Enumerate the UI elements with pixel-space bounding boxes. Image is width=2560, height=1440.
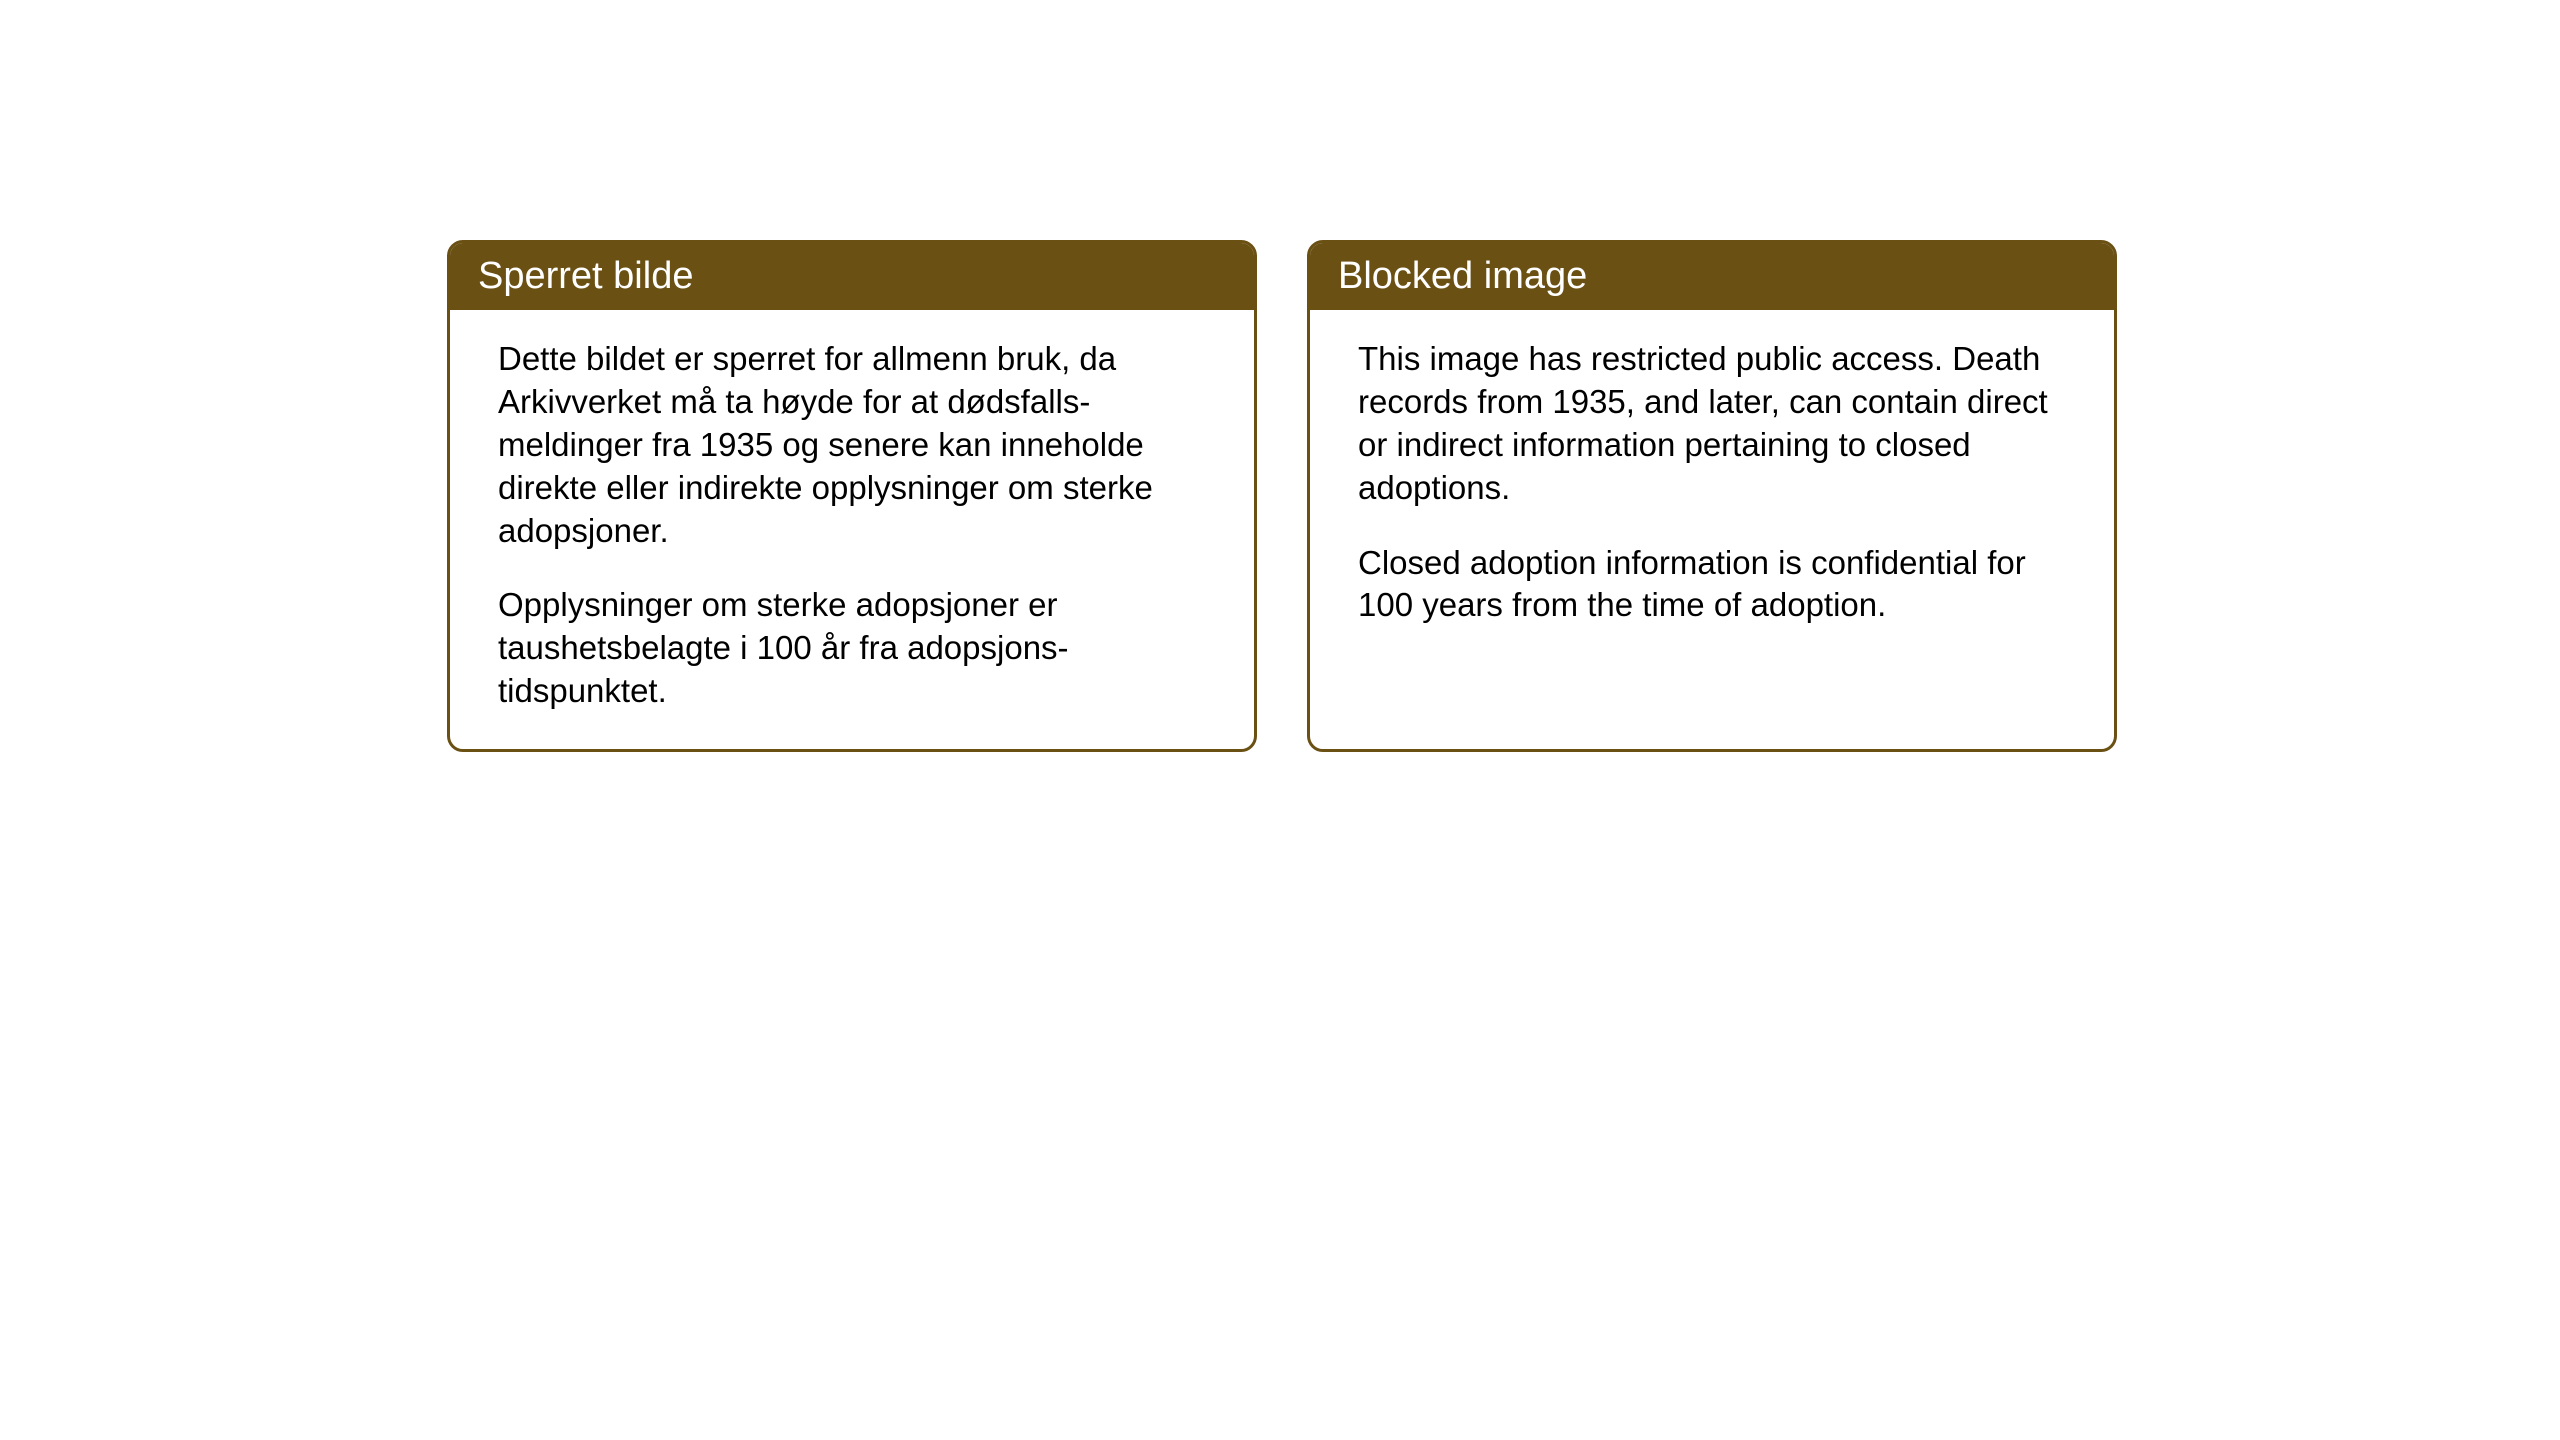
card-paragraph-1-english: This image has restricted public access.…	[1358, 338, 2066, 510]
card-paragraph-2-english: Closed adoption information is confident…	[1358, 542, 2066, 628]
card-header-english: Blocked image	[1310, 243, 2114, 310]
card-body-english: This image has restricted public access.…	[1310, 310, 2114, 730]
card-paragraph-1-norwegian: Dette bildet er sperret for allmenn bruk…	[498, 338, 1206, 552]
blocked-image-card-english: Blocked image This image has restricted …	[1307, 240, 2117, 752]
card-title-english: Blocked image	[1338, 255, 1587, 297]
card-header-norwegian: Sperret bilde	[450, 243, 1254, 310]
cards-container: Sperret bilde Dette bildet er sperret fo…	[0, 0, 2560, 752]
card-paragraph-2-norwegian: Opplysninger om sterke adopsjoner er tau…	[498, 584, 1206, 713]
blocked-image-card-norwegian: Sperret bilde Dette bildet er sperret fo…	[447, 240, 1257, 752]
card-body-norwegian: Dette bildet er sperret for allmenn bruk…	[450, 310, 1254, 749]
card-title-norwegian: Sperret bilde	[478, 255, 693, 297]
